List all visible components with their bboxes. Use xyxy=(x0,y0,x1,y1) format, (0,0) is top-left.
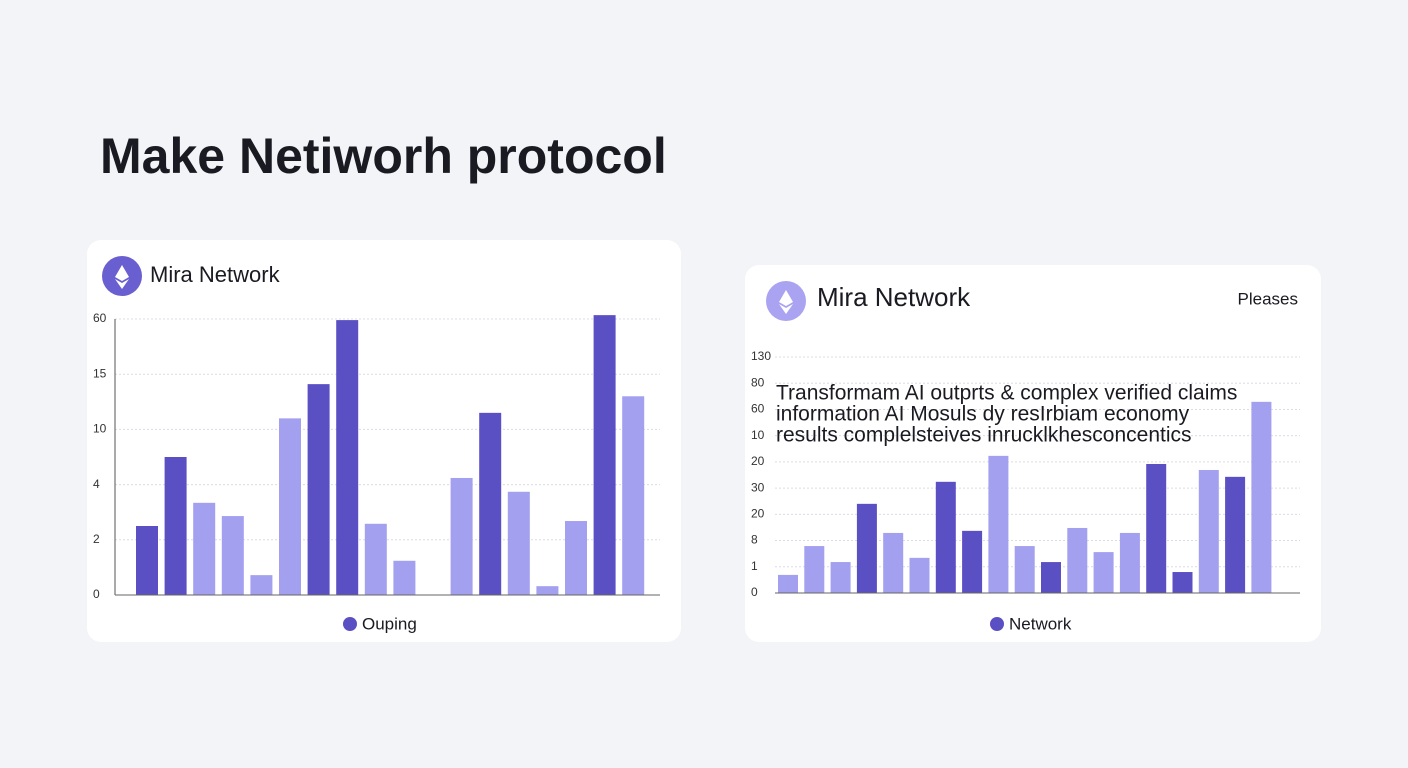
annotation: information AI Mosuls dy resIrbiam econo… xyxy=(776,403,1190,426)
y-tick-label: 0 xyxy=(751,585,758,599)
bar xyxy=(507,491,530,595)
bar xyxy=(830,562,851,593)
legend-label: Network xyxy=(1009,614,1072,633)
card-title: Mira Network xyxy=(817,282,971,312)
logo-glyph xyxy=(779,290,793,314)
bar xyxy=(450,477,473,595)
y-tick-label: 80 xyxy=(751,375,765,389)
y-tick-label: 4 xyxy=(93,477,100,491)
annotation: results complelsteives inrucklkhesconcen… xyxy=(776,424,1192,447)
bar xyxy=(164,457,187,595)
y-tick-label: 130 xyxy=(751,349,771,363)
bar xyxy=(250,575,273,595)
y-tick-label: 15 xyxy=(93,366,107,380)
logo-glyph xyxy=(115,265,129,289)
y-tick-label: 8 xyxy=(751,533,758,547)
y-tick-label: 60 xyxy=(751,402,765,416)
bar xyxy=(1198,470,1219,593)
bar xyxy=(883,532,904,593)
legend-swatch xyxy=(990,617,1004,631)
bar xyxy=(336,320,359,595)
y-tick-label: 20 xyxy=(751,454,765,468)
bar xyxy=(988,455,1009,593)
bar xyxy=(1093,552,1114,593)
y-tick-label: 10 xyxy=(751,428,765,442)
bar xyxy=(1172,572,1193,593)
y-tick-label: 1 xyxy=(751,559,758,573)
bar xyxy=(193,502,216,595)
bar xyxy=(364,523,387,595)
y-tick-label: 30 xyxy=(751,480,765,494)
card-action[interactable]: Pleases xyxy=(1238,289,1298,308)
bar xyxy=(1014,546,1035,593)
bar xyxy=(1067,527,1088,593)
bar xyxy=(136,526,158,595)
bar xyxy=(221,516,244,595)
bar xyxy=(622,396,645,595)
y-tick-label: 2 xyxy=(93,532,100,546)
bar xyxy=(593,315,616,595)
bar xyxy=(962,530,983,593)
bar xyxy=(307,384,330,595)
bar xyxy=(279,418,301,595)
bar xyxy=(856,503,877,593)
page-heading: Make Netiworh protocol xyxy=(100,128,667,184)
y-tick-label: 60 xyxy=(93,311,107,325)
bar xyxy=(1146,463,1167,593)
bar xyxy=(1041,562,1061,593)
annotation: Transformam AI outprts & complex verifie… xyxy=(776,382,1237,405)
bar xyxy=(1119,532,1140,593)
card-title: Mira Network xyxy=(150,262,281,287)
legend-swatch xyxy=(343,617,357,631)
bar xyxy=(804,546,825,593)
y-tick-label: 10 xyxy=(93,422,107,436)
bar xyxy=(536,586,559,595)
bar xyxy=(565,521,587,595)
y-tick-label: 20 xyxy=(751,507,765,521)
legend-label: Ouping xyxy=(362,614,417,633)
bar xyxy=(778,574,798,593)
bar xyxy=(479,412,502,595)
bar xyxy=(393,560,416,595)
bar xyxy=(909,557,930,593)
bar xyxy=(1225,476,1246,593)
bar xyxy=(935,481,956,593)
bar xyxy=(1251,401,1272,593)
y-tick-label: 0 xyxy=(93,587,100,601)
